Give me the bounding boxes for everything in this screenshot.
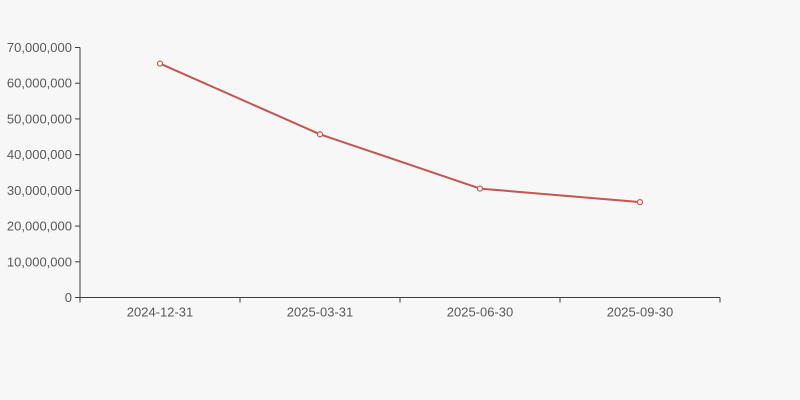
y-axis-tick-label: 10,000,000 bbox=[7, 254, 72, 269]
data-point-marker bbox=[156, 60, 164, 67]
y-axis-tick-label: 70,000,000 bbox=[7, 40, 72, 55]
x-axis-tick-label: 2024-12-31 bbox=[127, 305, 194, 320]
x-axis-tick-label: 2025-06-30 bbox=[447, 305, 514, 320]
x-axis-tick-label: 2025-03-31 bbox=[287, 305, 354, 320]
y-axis-tick-label: 0 bbox=[65, 290, 72, 305]
x-axis-tick-label: 2025-09-30 bbox=[607, 305, 674, 320]
series-line bbox=[159, 62, 641, 204]
y-axis-tick-label: 50,000,000 bbox=[7, 111, 72, 126]
y-axis-tick-label: 60,000,000 bbox=[7, 76, 72, 91]
data-point-marker bbox=[636, 199, 644, 206]
y-axis-tick-label: 40,000,000 bbox=[7, 147, 72, 162]
data-point-marker bbox=[316, 131, 324, 138]
y-axis-tick-label: 30,000,000 bbox=[7, 183, 72, 198]
data-point-marker bbox=[476, 185, 484, 192]
y-axis-tick-label: 20,000,000 bbox=[7, 219, 72, 234]
